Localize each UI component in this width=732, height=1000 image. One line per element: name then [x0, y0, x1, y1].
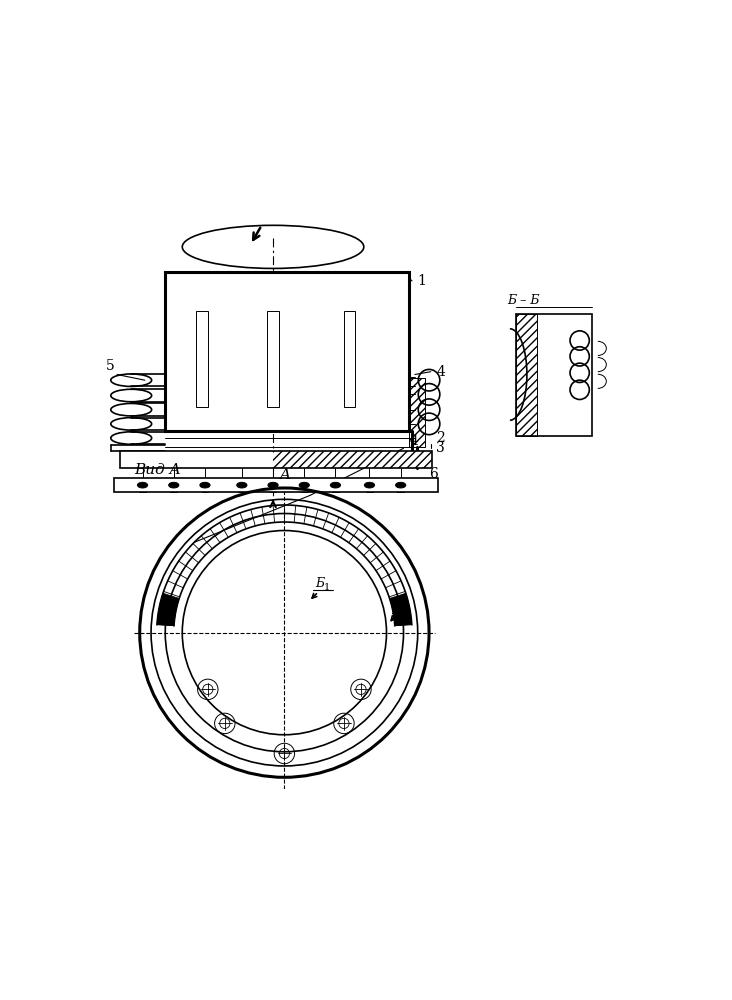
- Bar: [114, 478, 438, 492]
- Ellipse shape: [299, 482, 310, 488]
- Bar: [515, 314, 592, 436]
- Ellipse shape: [168, 482, 179, 488]
- Bar: [273, 451, 432, 468]
- Bar: [120, 451, 432, 468]
- Bar: [515, 314, 537, 436]
- Bar: [267, 311, 279, 407]
- Polygon shape: [389, 593, 412, 626]
- Bar: [196, 311, 208, 407]
- Text: 1: 1: [418, 274, 427, 288]
- Text: A: A: [279, 468, 290, 482]
- Text: Б: Б: [395, 600, 404, 613]
- Text: 2: 2: [436, 431, 445, 445]
- Ellipse shape: [365, 482, 375, 488]
- Text: 5: 5: [105, 359, 114, 373]
- Bar: [165, 272, 409, 431]
- Text: 6: 6: [429, 467, 438, 481]
- Ellipse shape: [236, 482, 247, 488]
- Ellipse shape: [200, 482, 210, 488]
- Text: 1: 1: [324, 583, 330, 592]
- Bar: [344, 311, 355, 407]
- Ellipse shape: [330, 482, 340, 488]
- Text: 4: 4: [436, 365, 445, 379]
- Ellipse shape: [138, 482, 148, 488]
- Ellipse shape: [395, 482, 406, 488]
- Ellipse shape: [268, 482, 278, 488]
- Text: Вид A: Вид A: [134, 463, 181, 477]
- Bar: [409, 378, 425, 447]
- Polygon shape: [157, 593, 179, 626]
- Text: 4: 4: [409, 434, 418, 448]
- Text: Б: Б: [315, 577, 325, 590]
- Text: 3: 3: [436, 441, 445, 455]
- Text: Б – Б: Б – Б: [507, 294, 540, 307]
